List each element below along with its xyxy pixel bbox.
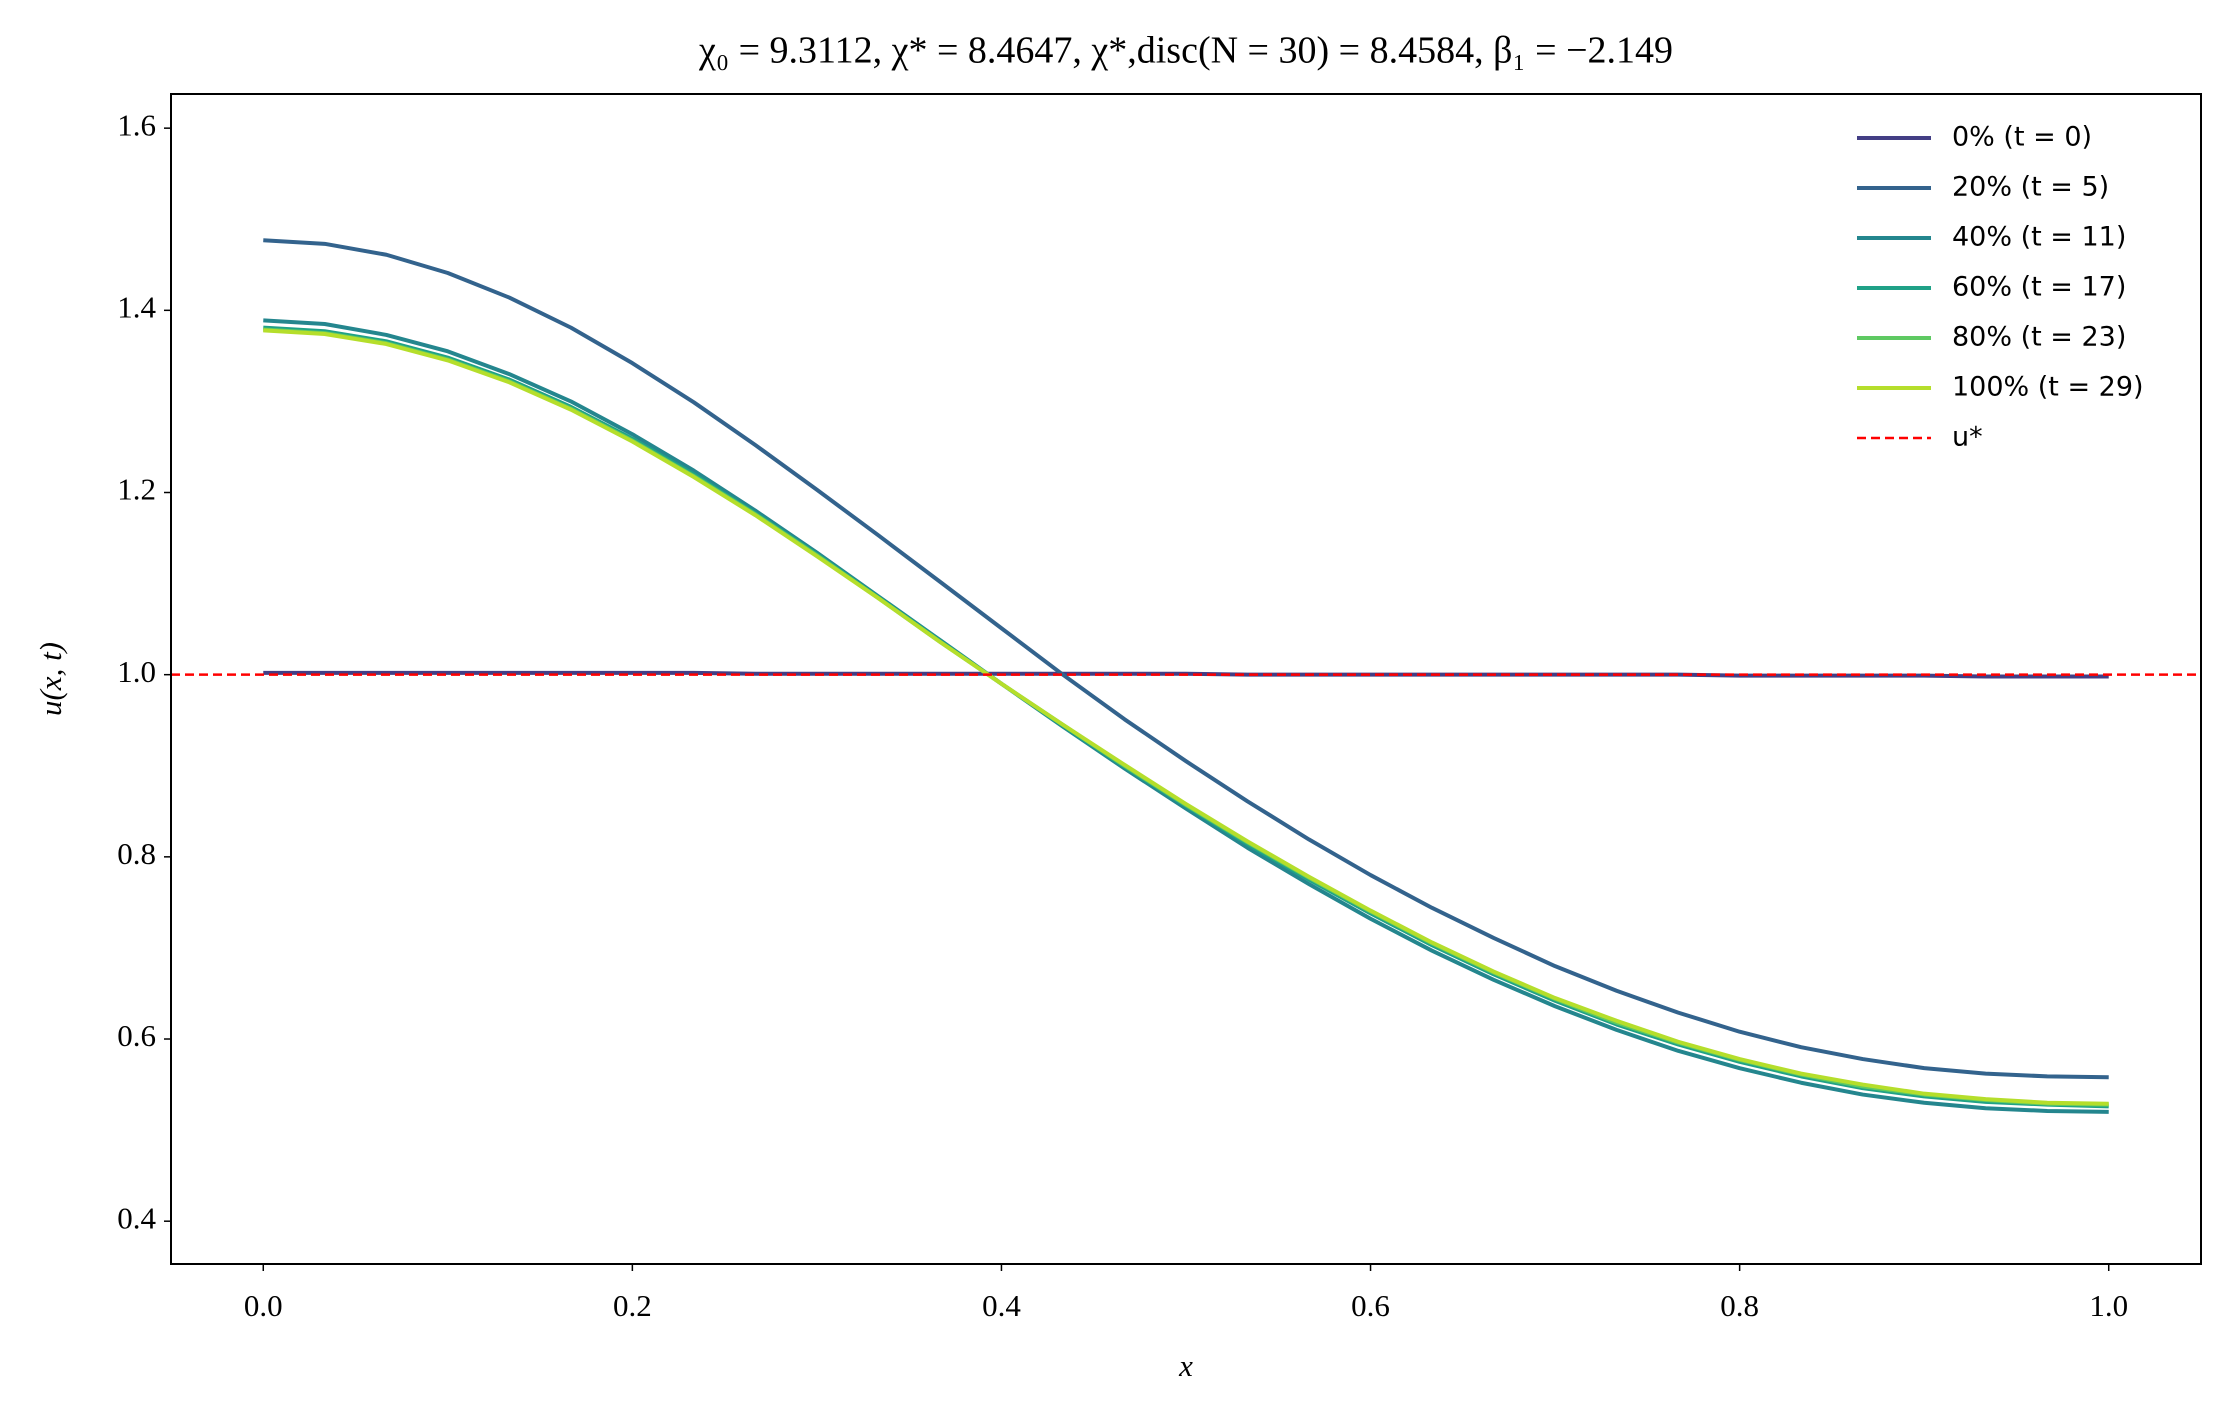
series-line xyxy=(263,325,2109,1109)
y-tick-label: 1.2 xyxy=(117,472,156,507)
x-tick-label: 0.8 xyxy=(1720,1288,1759,1323)
y-tick-label: 0.8 xyxy=(117,836,156,871)
legend-label: 0% (t = 0) xyxy=(1952,122,2092,153)
y-tick-label: 0.6 xyxy=(117,1018,156,1053)
x-tick-label: 1.0 xyxy=(2089,1288,2128,1323)
legend-label: 20% (t = 5) xyxy=(1952,172,2109,203)
y-tick-label: 1.4 xyxy=(117,289,156,324)
x-tick-label: 0.2 xyxy=(613,1288,652,1323)
x-axis-label: x xyxy=(1178,1348,1193,1383)
x-tick-label: 0.0 xyxy=(244,1288,283,1323)
y-tick-label: 0.4 xyxy=(117,1200,156,1235)
legend-label: 60% (t = 17) xyxy=(1952,272,2126,303)
y-tick-label: 1.0 xyxy=(117,654,156,689)
legend-label: 40% (t = 11) xyxy=(1952,222,2126,253)
series-line xyxy=(263,238,2109,1080)
legend-label: u* xyxy=(1952,422,1983,453)
y-tick-label: 1.6 xyxy=(117,107,156,142)
x-tick-label: 0.4 xyxy=(982,1288,1021,1323)
series-line xyxy=(263,327,2109,1107)
legend-label: 80% (t = 23) xyxy=(1952,322,2126,353)
x-tick-label: 0.6 xyxy=(1351,1288,1390,1323)
y-axis-label: u(x, t) xyxy=(33,642,68,716)
series-line xyxy=(263,318,2109,1114)
plot-frame xyxy=(170,93,2202,1265)
legend-label: 100% (t = 29) xyxy=(1952,372,2144,403)
series-line xyxy=(263,328,2109,1106)
chart-title: χ₀ = 9.3112, χ* = 8.4647, χ*,disc(N = 30… xyxy=(698,30,1673,72)
